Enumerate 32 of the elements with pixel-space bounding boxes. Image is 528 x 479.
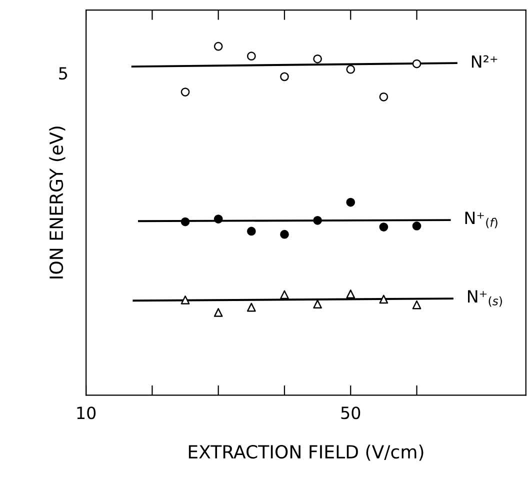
- point: [280, 290, 289, 300]
- point: [180, 217, 190, 226]
- point: [280, 230, 289, 239]
- point: [246, 226, 256, 236]
- x-tick-label: 10: [77, 406, 96, 420]
- point: [346, 64, 356, 74]
- point: [246, 302, 256, 312]
- point: [246, 52, 256, 61]
- point: [313, 300, 322, 309]
- point: [214, 42, 223, 51]
- point: [214, 308, 223, 317]
- point: [412, 222, 422, 230]
- point: [379, 222, 388, 232]
- point: [346, 198, 356, 207]
- point: [412, 59, 422, 68]
- point: [313, 216, 322, 225]
- point: [214, 214, 223, 224]
- point: [180, 88, 190, 96]
- text: 5: [59, 67, 68, 80]
- series-label: N²⁺: [472, 55, 498, 68]
- y-axis-title: ION ENERGY (eV): [49, 126, 66, 278]
- x-axis-title: EXTRACTION FIELD (V/cm): [188, 444, 424, 461]
- point: [280, 72, 289, 82]
- point: [379, 92, 388, 102]
- point: [346, 290, 356, 298]
- series-label: N⁺$_{(f)}$: [465, 212, 498, 228]
- point: [180, 296, 190, 304]
- series-label: N⁺$_{(s)}$: [468, 290, 502, 307]
- point: [412, 300, 422, 310]
- point: [379, 294, 388, 304]
- point: [313, 54, 322, 64]
- x-tick-label: 50: [341, 406, 360, 420]
